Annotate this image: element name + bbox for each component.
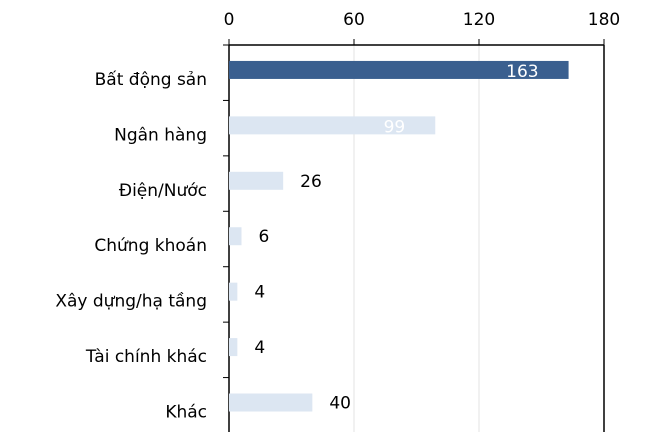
value-label: 163 bbox=[506, 62, 538, 82]
bar bbox=[229, 171, 284, 190]
x-tick-label: 120 bbox=[463, 10, 495, 30]
value-label: 26 bbox=[300, 172, 322, 192]
bar bbox=[229, 227, 242, 246]
value-label: 6 bbox=[259, 227, 270, 247]
bar bbox=[229, 60, 569, 79]
y-tick-label: Điện/Nước bbox=[119, 181, 207, 201]
x-tick-label: 60 bbox=[343, 10, 365, 30]
y-tick-label: Chứng khoán bbox=[94, 236, 207, 256]
bar bbox=[229, 393, 313, 412]
y-tick-label: Xây dựng/hạ tầng bbox=[55, 291, 207, 312]
y-tick-label: Tài chính khác bbox=[85, 347, 207, 367]
value-label: 4 bbox=[254, 283, 265, 303]
x-tick-label: 180 bbox=[588, 10, 620, 30]
value-label: 4 bbox=[254, 338, 265, 358]
bar bbox=[229, 116, 436, 135]
y-tick-label: Ngân hàng bbox=[114, 125, 207, 145]
bar bbox=[229, 338, 238, 357]
value-label: 99 bbox=[384, 117, 406, 137]
y-tick-label: Bất động sản bbox=[95, 69, 207, 90]
bar bbox=[229, 282, 238, 301]
x-tick-label: 0 bbox=[224, 10, 235, 30]
value-label: 40 bbox=[329, 394, 351, 414]
y-tick-label: Khác bbox=[165, 403, 207, 423]
